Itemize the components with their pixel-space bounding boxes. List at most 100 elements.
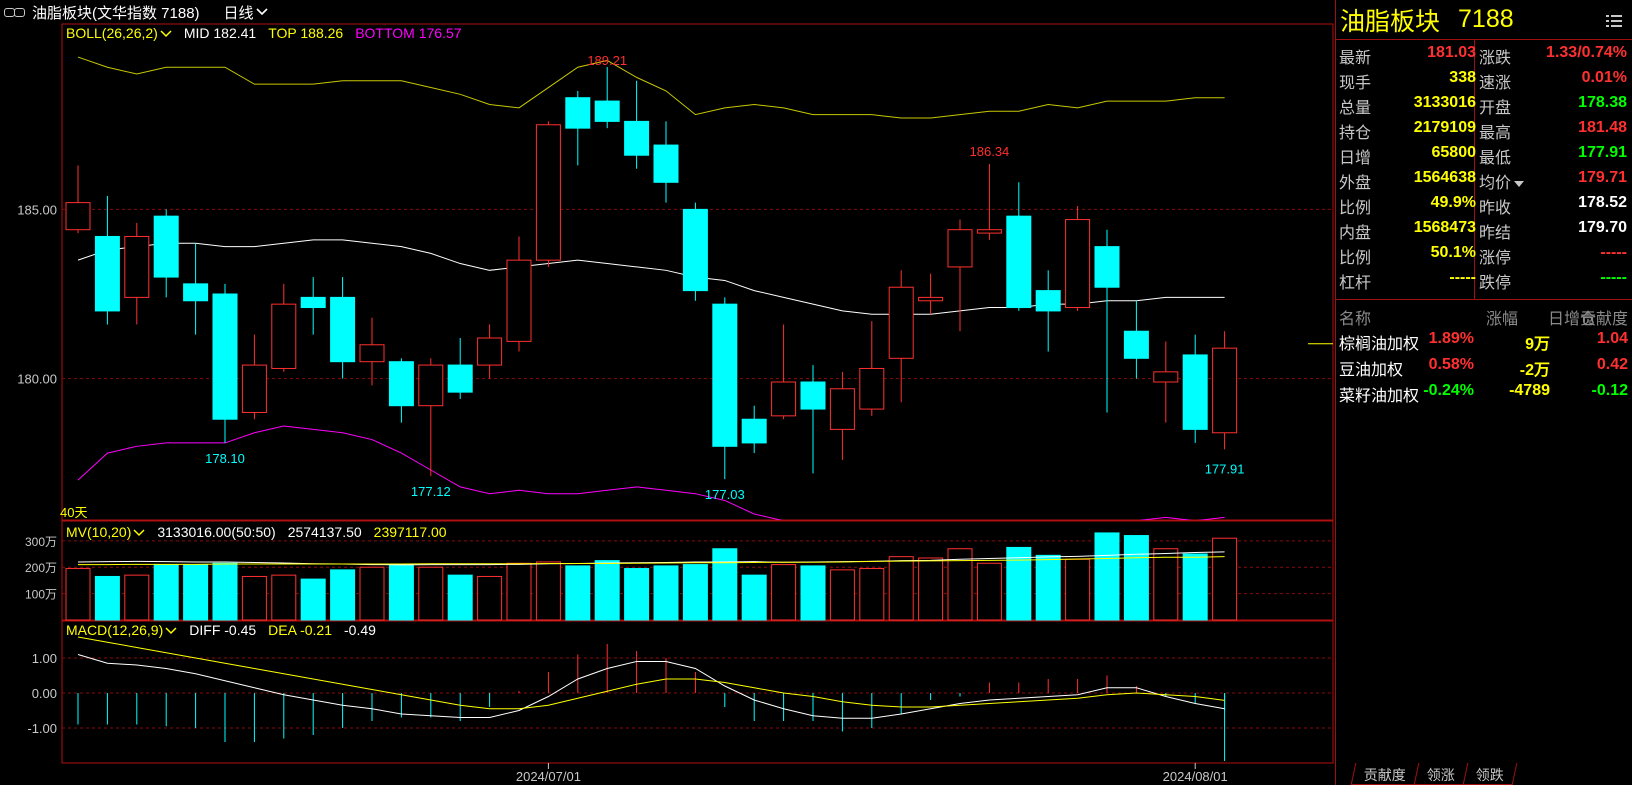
boll-mid: MID 182.41 [183, 25, 257, 41]
candle-body [359, 344, 385, 363]
quote-label: 现手 [1339, 75, 1372, 92]
quote-value: 177.91 [1578, 144, 1627, 161]
contrib-value: -0.12 [1591, 382, 1628, 399]
date-label: 2024/07/01 [516, 769, 581, 784]
candle [565, 90, 591, 166]
quote-label: 速涨 [1479, 75, 1512, 92]
candle [653, 121, 679, 203]
candle-body [1065, 219, 1091, 309]
boll-top-line [77, 56, 1225, 119]
quote-value: ----- [1449, 269, 1476, 286]
contribution-row[interactable]: 菜籽油加权 -0.24% -4789 -0.12 [1336, 380, 1632, 406]
candle [418, 358, 444, 477]
candle-body [653, 144, 679, 183]
link-icon[interactable] [4, 6, 26, 18]
panel-tabs: 贡献度 领涨 领跌 [1335, 763, 1632, 785]
volume-bar [829, 569, 855, 621]
period-label: 日线 [223, 4, 254, 22]
quote-value: 181.48 [1578, 119, 1627, 136]
chart-canvas[interactable]: 185.00 180.00 189.21 186.34 178.10 177.12 177.… [0, 0, 1335, 785]
quote-row: 现手 338 速涨 0.01% [1336, 69, 1632, 95]
period-selector[interactable]: 日线 [224, 2, 268, 23]
quote-label: 涨跌 [1479, 50, 1512, 67]
contribution-row[interactable]: 豆油加权 0.58% -2万 0.42 [1336, 354, 1632, 380]
tab-领涨[interactable]: 领涨 [1413, 763, 1469, 785]
mv-indicator-line: MV(10,20) 3133016.00(50:50) 2574137.50 2… [66, 524, 447, 540]
volume-bar [183, 564, 209, 621]
price-pane [61, 23, 1334, 521]
candle-body [741, 418, 767, 444]
contrib-value: 1.04 [1596, 330, 1628, 347]
candle [682, 202, 708, 301]
col-contrib[interactable]: 贡献度 [1579, 311, 1628, 328]
col-oi[interactable]: 日增仓 [1548, 311, 1597, 328]
boll-selector[interactable]: BOLL(26,26,2) [66, 25, 172, 41]
quote-row: 总量 3133016 开盘 178.38 [1336, 94, 1632, 120]
candle-body [947, 229, 973, 268]
quote-row: 杠杆 ----- 跌停 ----- [1336, 269, 1632, 295]
candle [1182, 334, 1208, 443]
macd-selector[interactable]: MACD(12,26,9) [66, 622, 177, 638]
volume-bar [682, 564, 708, 621]
caret-down-icon[interactable] [1513, 180, 1525, 188]
volume-bar [800, 565, 826, 621]
candle-body [594, 100, 620, 122]
volume-bar [153, 564, 179, 621]
quote-label: 日增 [1339, 150, 1372, 167]
volume-bar [594, 560, 620, 621]
tab-领跌[interactable]: 领跌 [1462, 763, 1518, 785]
candle-body [918, 296, 944, 302]
contrib-name: 豆油加权 [1339, 362, 1404, 379]
contribution-row[interactable]: 棕榈油加权 1.89% 9万 1.04 [1336, 328, 1632, 354]
quote-label: 总量 [1339, 100, 1372, 117]
mv-value-2: 2574137.50 [287, 524, 362, 540]
candle [859, 321, 885, 416]
quote-value: 65800 [1431, 144, 1477, 161]
candle-body [183, 283, 209, 302]
high-annotation: 186.34 [970, 144, 1010, 159]
candle-body [506, 259, 532, 342]
candle [712, 297, 738, 480]
volume-bar [94, 575, 120, 621]
candle-body [447, 364, 473, 393]
col-name[interactable]: 名称 [1339, 311, 1372, 328]
list-menu-icon[interactable] [1606, 12, 1622, 28]
macd-tick-label: 0.00 [32, 686, 57, 701]
candle-body [1123, 330, 1149, 359]
volume-bar [741, 574, 767, 621]
boll-indicator-line: BOLL(26,26,2) MID 182.41 TOP 188.26 BOTT… [66, 25, 462, 41]
candle [947, 219, 973, 332]
quote-value: 179.70 [1578, 219, 1627, 236]
candle [535, 121, 561, 267]
candle [1153, 341, 1179, 423]
boll-mid-line [77, 239, 1225, 315]
quote-value: 178.38 [1578, 94, 1627, 111]
candle-body [859, 367, 885, 410]
chart-title: 油脂板块(文华指数 7188) [32, 4, 200, 22]
low-annotation: 177.12 [411, 484, 451, 499]
volume-tick-label: 200万 [25, 561, 57, 575]
tab-贡献度[interactable]: 贡献度 [1350, 763, 1420, 785]
volume-bar [65, 568, 91, 621]
volume-bar [359, 566, 385, 621]
boll-bottom-line [77, 425, 1225, 520]
macd-name: MACD(12,26,9) [66, 622, 164, 638]
candle-body [771, 381, 797, 417]
quote-value: 49.9% [1430, 194, 1476, 211]
quote-value: 1564638 [1413, 169, 1476, 186]
macd-tick-label: -1.00 [27, 721, 57, 736]
quote-value: 1.33/0.74% [1546, 44, 1627, 61]
candle-body [212, 293, 238, 420]
col-change[interactable]: 涨幅 [1486, 311, 1519, 328]
candle-body [300, 296, 326, 309]
volume-bar [624, 568, 650, 621]
volume-tick-label: 100万 [25, 588, 57, 602]
quote-label: 外盘 [1339, 175, 1372, 192]
volume-bar [477, 575, 503, 621]
candle-body [418, 364, 444, 407]
macd-dea-line [77, 636, 1225, 710]
quote-row: 比例 49.9% 昨收 178.52 [1336, 194, 1632, 220]
quote-row: 比例 50.1% 涨停 ----- [1336, 244, 1632, 270]
boll-bottom: BOTTOM 176.57 [355, 25, 462, 41]
mv-selector[interactable]: MV(10,20) [66, 524, 145, 540]
